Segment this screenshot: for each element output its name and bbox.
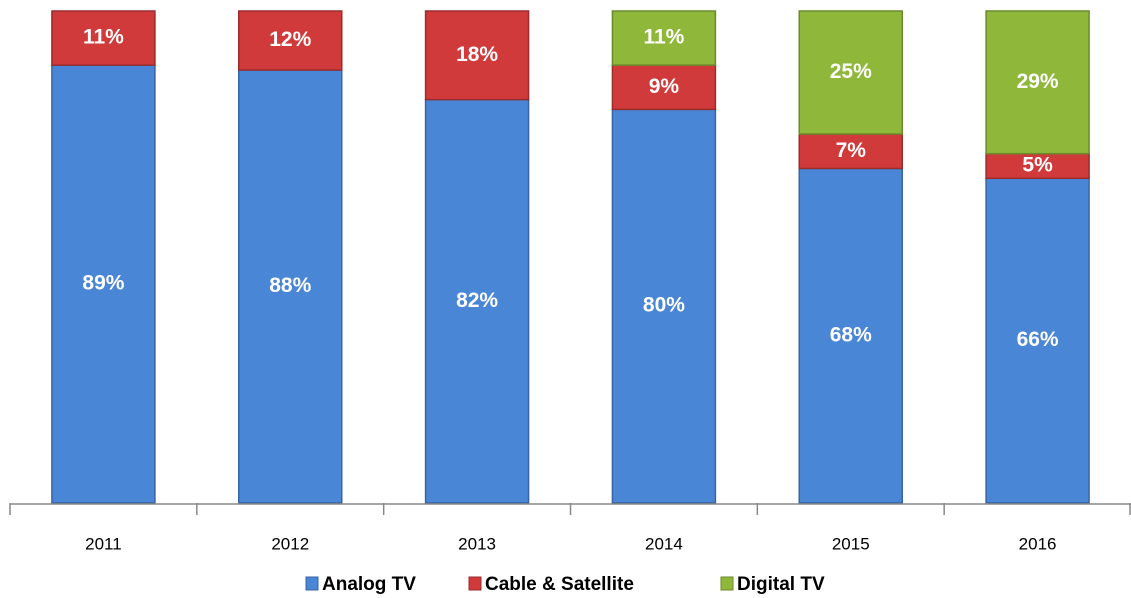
legend-label: Digital TV: [737, 574, 825, 595]
bar-segment: [611, 64, 717, 111]
value-label: 80%: [643, 294, 685, 317]
legend-swatch: [468, 576, 482, 591]
bar-segment: [238, 10, 343, 71]
value-label: 11%: [643, 26, 684, 49]
x-tick-label: 2012: [271, 534, 309, 553]
bar-segment: [798, 10, 903, 135]
value-label: 29%: [1017, 70, 1059, 93]
bar-segment: [611, 108, 717, 504]
value-label: 5%: [1022, 154, 1053, 177]
value-label: 89%: [82, 272, 124, 295]
bar-segment: [424, 10, 530, 101]
value-label: 11%: [83, 26, 124, 49]
x-tick-label: 2014: [645, 534, 683, 553]
value-label: 88%: [269, 274, 311, 297]
value-label: 82%: [456, 289, 498, 312]
bar-segment: [985, 177, 1090, 504]
value-label: 18%: [456, 43, 498, 66]
bar-segment: [985, 10, 1090, 155]
legend-swatch: [720, 576, 734, 591]
value-label: 68%: [830, 323, 872, 346]
value-label: 9%: [649, 75, 680, 98]
value-label: 66%: [1017, 328, 1059, 351]
bar-segment: [798, 167, 903, 504]
x-tick-label: 2011: [85, 534, 122, 553]
value-label: 25%: [830, 60, 872, 83]
x-tick-label: 2013: [458, 534, 496, 553]
legend-label: Analog TV: [322, 574, 416, 595]
bar-segment: [51, 10, 156, 66]
bar-segment: [51, 64, 156, 504]
bar-segment: [611, 10, 717, 66]
value-label: 12%: [269, 28, 311, 51]
legend-label: Cable & Satellite: [485, 574, 634, 595]
x-tick-label: 2015: [832, 534, 870, 553]
value-label: 7%: [836, 139, 867, 162]
bar-segment: [798, 133, 903, 170]
legend-swatch: [305, 576, 319, 591]
bar-segment: [424, 98, 530, 504]
x-tick-label: 2016: [1019, 534, 1057, 553]
